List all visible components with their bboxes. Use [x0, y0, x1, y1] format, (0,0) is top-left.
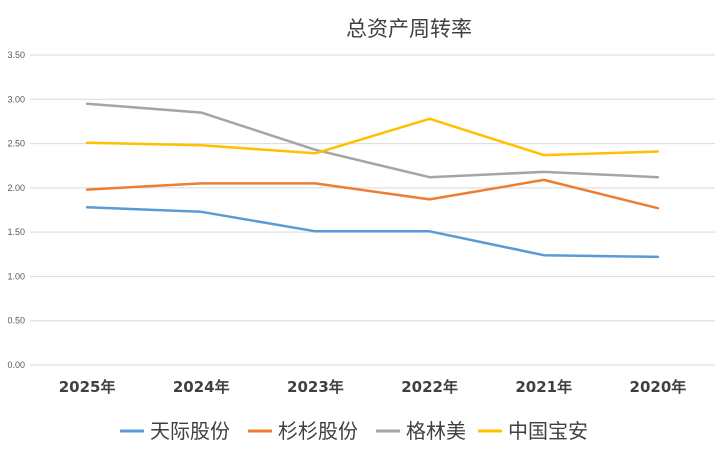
- legend-label: 格林美: [406, 419, 466, 443]
- chart-title: 总资产周转率: [346, 17, 472, 41]
- x-tick-label: 2025年: [59, 378, 116, 396]
- series-line-2: [85, 102, 660, 179]
- y-tick-label: 3.00: [7, 94, 25, 104]
- y-tick-label: 1.00: [7, 271, 25, 281]
- y-axis-ticks: 0.00 0.50 1.00 1.50 2.00 2.50 3.00 3.50: [7, 50, 25, 370]
- y-tick-label: 0.50: [7, 316, 25, 326]
- y-tick-label: 2.00: [7, 183, 25, 193]
- legend-label: 天际股份: [150, 419, 230, 443]
- y-tick-label: 0.00: [7, 360, 25, 370]
- legend: 天际股份 杉杉股份 格林美 中国宝安: [120, 419, 588, 443]
- x-axis-ticks: 2025年 2024年 2023年 2022年 2021年 2020年: [59, 378, 687, 396]
- series-line-3: [85, 117, 660, 157]
- legend-label: 中国宝安: [508, 419, 588, 443]
- y-tick-label: 1.50: [7, 227, 25, 237]
- x-tick-label: 2021年: [515, 378, 572, 396]
- series-lines: [85, 102, 660, 259]
- x-tick-label: 2024年: [173, 378, 230, 396]
- x-tick-label: 2023年: [287, 378, 344, 396]
- x-tick-label: 2020年: [630, 378, 687, 396]
- y-tick-label: 2.50: [7, 139, 25, 149]
- series-line-0: [85, 206, 660, 259]
- legend-label: 杉杉股份: [278, 419, 358, 443]
- series-line-1: [85, 178, 660, 210]
- x-tick-label: 2022年: [401, 378, 458, 396]
- y-tick-label: 3.50: [7, 50, 25, 60]
